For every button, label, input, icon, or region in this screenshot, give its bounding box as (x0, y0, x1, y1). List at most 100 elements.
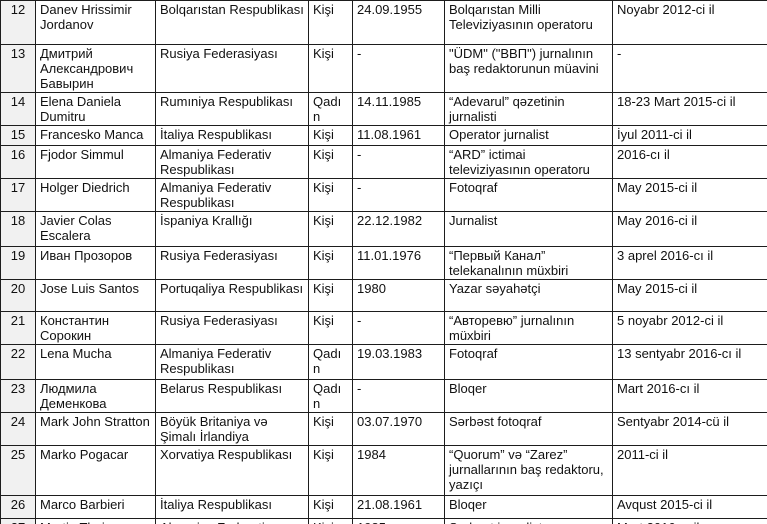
cell-name: Marko Pogacar (35, 445, 156, 496)
cell-name: Mark John Stratton (35, 412, 156, 446)
cell-name: Javier Colas Escalera (35, 211, 156, 247)
cell-name: Marco Barbieri (35, 495, 156, 519)
cell-period: Mart 2016-cı il (612, 379, 767, 413)
cell-period: 5 noyabr 2012-ci il (612, 311, 767, 345)
cell-birth-date: 03.07.1970 (352, 412, 445, 446)
cell-gender: Qadın (308, 379, 353, 413)
cell-occupation: Sərbəst fotoqraf (444, 412, 613, 446)
cell-no: 17 (0, 178, 36, 212)
cell-gender: Kişi (308, 311, 353, 345)
cell-occupation: Operator jurnalist (444, 125, 613, 146)
cell-period: 3 aprel 2016-cı il (612, 246, 767, 280)
table-row: 13 Дмитрий Александрович Бавырин Rusiya Fe… (0, 44, 767, 93)
cell-gender: Kişi (308, 518, 353, 524)
cell-birth-date: 1984 (352, 445, 445, 496)
cell-no: 20 (0, 279, 36, 312)
cell-name: Martin Theis (35, 518, 156, 524)
cell-period: Noyabr 2012-ci il (612, 0, 767, 45)
cell-name: Дмитрий Александрович Бавырин (35, 44, 156, 93)
cell-no: 19 (0, 246, 36, 280)
cell-no: 25 (0, 445, 36, 496)
cell-country: İtaliya Respublikası (155, 495, 309, 519)
cell-country: Rusiya Federasiyası (155, 44, 309, 93)
cell-country: Almaniya Federativ Respublikası (155, 518, 309, 524)
cell-no: 13 (0, 44, 36, 93)
cell-country: İtaliya Respublikası (155, 125, 309, 146)
table-row: 18 Javier Colas Escalera İspaniya Krallığı… (0, 211, 767, 247)
cell-birth-date: 11.01.1976 (352, 246, 445, 280)
cell-occupation: Yazar səyahətçi (444, 279, 613, 312)
cell-no: 22 (0, 344, 36, 380)
cell-occupation: Bolqarıstan Milli Televiziyasının operat… (444, 0, 613, 45)
cell-occupation: Sərbəst jurnalist (444, 518, 613, 524)
cell-no: 16 (0, 145, 36, 179)
cell-name: Francesko Manca (35, 125, 156, 146)
table-row: 12 Danev Hrissimir Jordanov Bolqarıstan Re… (0, 0, 767, 45)
cell-birth-date: - (352, 145, 445, 179)
cell-no: 12 (0, 0, 36, 45)
cell-birth-date: 1985 (352, 518, 445, 524)
table-row: 21 Константин Сорокин Rusiya Federasiyası K… (0, 311, 767, 345)
cell-occupation: “Adevarul” qəzetinin jurnalisti (444, 92, 613, 126)
cell-name: Fjodor Simmul (35, 145, 156, 179)
cell-gender: Kişi (308, 145, 353, 179)
cell-period: Avqust 2015-ci il (612, 495, 767, 519)
cell-country: Almaniya Federativ Respublikası (155, 178, 309, 212)
cell-gender: Kişi (308, 211, 353, 247)
cell-gender: Kişi (308, 246, 353, 280)
cell-birth-date: - (352, 44, 445, 93)
cell-birth-date: 19.03.1983 (352, 344, 445, 380)
cell-country: Belarus Respublikası (155, 379, 309, 413)
cell-birth-date: 11.08.1961 (352, 125, 445, 146)
cell-period: - (612, 44, 767, 93)
cell-birth-date: 21.08.1961 (352, 495, 445, 519)
cell-occupation: “ARD” ictimai televiziyasının operatoru (444, 145, 613, 179)
cell-country: Bolqarıstan Respublikası (155, 0, 309, 45)
cell-period: 2011-ci il (612, 445, 767, 496)
cell-no: 14 (0, 92, 36, 126)
cell-period: 2016-cı il (612, 145, 767, 179)
cell-no: 21 (0, 311, 36, 345)
cell-occupation: Fotoqraf (444, 178, 613, 212)
cell-occupation: Bloqer (444, 379, 613, 413)
table-row: 20 Jose Luis Santos Portuqaliya Respublika… (0, 279, 767, 312)
cell-period: Mart 2016-cı il (612, 518, 767, 524)
cell-birth-date: 14.11.1985 (352, 92, 445, 126)
table-row: 14 Elena Daniela Dumitru Rumıniya Respubli… (0, 92, 767, 126)
cell-occupation: “Первый Канал” telekanalının müxbiri (444, 246, 613, 280)
cell-occupation: Fotoqraf (444, 344, 613, 380)
cell-no: 15 (0, 125, 36, 146)
cell-period: May 2015-ci il (612, 279, 767, 312)
table-row: 26 Marco Barbieri İtaliya Respublikası Kişi… (0, 495, 767, 519)
table-row: 19 Иван Прозоров Rusiya Federasiyası Kişi 11… (0, 246, 767, 280)
cell-birth-date: 1980 (352, 279, 445, 312)
cell-occupation: "ÜDM" ("ВВП") jurnalının baş redaktorunu… (444, 44, 613, 93)
cell-period: Sentyabr 2014-cü il (612, 412, 767, 446)
cell-name: Lena Mucha (35, 344, 156, 380)
cell-gender: Qadın (308, 92, 353, 126)
cell-country: İspaniya Krallığı (155, 211, 309, 247)
cell-no: 24 (0, 412, 36, 446)
cell-occupation: “Авторевю” jurnalının müxbiri (444, 311, 613, 345)
table-row: 27Martin TheisAlmaniya Federativ Respubl… (0, 518, 767, 524)
cell-birth-date: - (352, 311, 445, 345)
table-row: 25 Marko Pogacar Xorvatiya Respublikası Kiş… (0, 445, 767, 496)
table-row: 15 Francesko Manca İtaliya Respublikası Kiş… (0, 125, 767, 146)
cell-no: 23 (0, 379, 36, 413)
cell-period: İyul 2011-ci il (612, 125, 767, 146)
cell-period: 18-23 Mart 2015-ci il (612, 92, 767, 126)
cell-name: Holger Diedrich (35, 178, 156, 212)
cell-country: Böyük Britaniya və Şimalı İrlandiya (155, 412, 309, 446)
cell-no: 27 (0, 518, 36, 524)
cell-name: Danev Hrissimir Jordanov (35, 0, 156, 45)
cell-name: Константин Сорокин (35, 311, 156, 345)
cell-occupation: Bloqer (444, 495, 613, 519)
table-row: 22 Lena Mucha Almaniya Federativ Respublik… (0, 344, 767, 380)
cell-birth-date: 22.12.1982 (352, 211, 445, 247)
cell-country: Almaniya Federativ Respublikası (155, 145, 309, 179)
cell-country: Rumıniya Respublikası (155, 92, 309, 126)
cell-birth-date: - (352, 178, 445, 212)
